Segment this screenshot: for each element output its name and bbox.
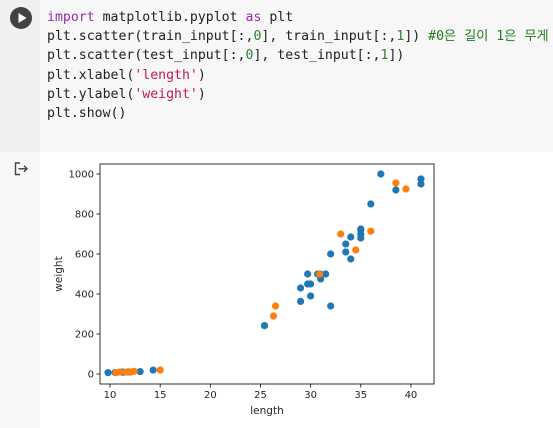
code-token: plt.show() — [47, 106, 126, 121]
test-data-point — [392, 179, 399, 186]
code-cell[interactable]: import matplotlib.pyplot as plt plt.scat… — [0, 0, 553, 152]
y-tick-label: 0 — [88, 370, 94, 381]
code-line: plt.ylabel('weight') — [47, 87, 206, 102]
code-line: plt.scatter(test_input[:,0], test_input[… — [47, 48, 404, 63]
train-data-point — [327, 250, 334, 257]
code-token: plt.scatter(train_input[:, — [47, 29, 253, 44]
code-token: ]) — [388, 48, 404, 63]
train-data-point — [304, 270, 311, 277]
code-line: plt.show() — [47, 106, 126, 121]
x-tick-label: 40 — [405, 390, 418, 401]
test-data-point — [367, 228, 374, 235]
play-icon — [10, 7, 32, 29]
y-tick-label: 400 — [75, 290, 94, 301]
test-data-point — [272, 302, 279, 309]
train-data-point — [367, 200, 374, 207]
train-data-point — [392, 186, 399, 193]
output-gutter — [0, 152, 40, 428]
train-data-point — [342, 248, 349, 255]
code-token: as — [246, 10, 262, 25]
code-line: plt.scatter(train_input[:,0], train_inpu… — [47, 29, 549, 44]
code-text[interactable]: import matplotlib.pyplot as plt plt.scat… — [47, 8, 549, 123]
code-token: import — [47, 10, 95, 25]
code-token: ) — [198, 68, 206, 83]
train-data-point — [417, 175, 424, 182]
y-tick-label: 1000 — [69, 170, 94, 181]
test-data-point — [157, 366, 164, 373]
run-cell-button[interactable] — [10, 7, 32, 29]
x-tick-label: 20 — [204, 390, 217, 401]
x-tick-label: 30 — [304, 390, 317, 401]
cell-output: 10 15 20 25 30 35 40 0 200 400 600 800 1000 length w… — [0, 152, 553, 428]
code-token: ]) — [404, 29, 428, 44]
code-editor[interactable]: import matplotlib.pyplot as plt plt.scat… — [40, 0, 553, 152]
test-data-point — [316, 270, 323, 277]
test-data-point — [270, 312, 277, 319]
x-tick-label: 15 — [154, 390, 167, 401]
x-tick-label: 25 — [254, 390, 267, 401]
train-data-point — [357, 226, 364, 233]
code-line: import matplotlib.pyplot as plt — [47, 10, 293, 25]
train-data-point — [347, 255, 354, 262]
train-data-point — [307, 292, 314, 299]
y-tick-label: 800 — [75, 210, 94, 221]
plot-area — [100, 164, 434, 384]
train-data-point — [307, 280, 314, 287]
output-arrow-icon[interactable] — [13, 161, 29, 177]
y-tick-label: 200 — [75, 330, 94, 341]
code-line: plt.xlabel('length') — [47, 68, 206, 83]
test-data-point — [352, 246, 359, 253]
code-token: ], train_input[:, — [261, 29, 396, 44]
train-data-point — [377, 170, 384, 177]
train-data-point — [261, 322, 268, 329]
x-axis-label: length — [250, 405, 283, 417]
y-axis-label: weight — [53, 256, 65, 291]
code-token: matplotlib.pyplot — [95, 10, 246, 25]
code-token: plt.scatter(test_input[:, — [47, 48, 246, 63]
train-data-point — [104, 369, 111, 376]
code-token: plt.ylabel( — [47, 87, 134, 102]
cell-gutter — [0, 0, 40, 152]
train-data-point — [342, 240, 349, 247]
code-token: plt — [261, 10, 293, 25]
code-token: ], test_input[:, — [253, 48, 380, 63]
code-token: ) — [198, 87, 206, 102]
code-token: plt.xlabel( — [47, 68, 134, 83]
train-data-point — [297, 298, 304, 305]
test-data-point — [131, 368, 138, 375]
test-data-point — [402, 185, 409, 192]
train-data-point — [297, 284, 304, 291]
train-data-point — [150, 366, 157, 373]
code-token: 'weight' — [134, 87, 198, 102]
train-data-point — [347, 233, 354, 240]
y-tick-label: 600 — [75, 250, 94, 261]
code-token: 'length' — [134, 68, 198, 83]
x-tick-label: 35 — [354, 390, 367, 401]
code-token: #0은 길이 1은 무게 — [428, 29, 548, 44]
test-data-point — [337, 230, 344, 237]
train-data-point — [327, 302, 334, 309]
x-tick-label: 10 — [104, 390, 117, 401]
